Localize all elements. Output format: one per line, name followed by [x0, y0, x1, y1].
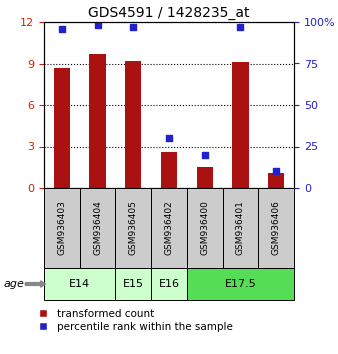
Bar [125, 61, 141, 188]
Bar [258, 188, 294, 268]
Point [59, 26, 65, 32]
Point [238, 24, 243, 30]
Bar [115, 268, 151, 300]
Text: GSM936402: GSM936402 [165, 201, 173, 255]
Bar [44, 268, 115, 300]
Text: GDS4591 / 1428235_at: GDS4591 / 1428235_at [88, 6, 250, 20]
Bar [197, 167, 213, 188]
Bar [44, 188, 80, 268]
Point [130, 24, 136, 30]
Bar [151, 188, 187, 268]
Bar [80, 188, 115, 268]
Point [273, 169, 279, 174]
Bar [151, 268, 187, 300]
Bar [115, 188, 151, 268]
Legend: transformed count, percentile rank within the sample: transformed count, percentile rank withi… [32, 309, 233, 332]
Point [166, 135, 172, 141]
Bar [187, 188, 223, 268]
Text: E16: E16 [159, 279, 179, 289]
Text: E17.5: E17.5 [224, 279, 256, 289]
Text: age: age [3, 279, 24, 289]
Bar [161, 152, 177, 188]
Text: GSM936405: GSM936405 [129, 201, 138, 256]
Text: GSM936403: GSM936403 [57, 201, 66, 256]
Text: GSM936400: GSM936400 [200, 201, 209, 256]
Text: E15: E15 [123, 279, 144, 289]
Bar [223, 188, 258, 268]
Text: GSM936401: GSM936401 [236, 201, 245, 256]
Bar [90, 54, 105, 188]
Text: E14: E14 [69, 279, 90, 289]
Text: GSM936404: GSM936404 [93, 201, 102, 255]
Bar [187, 268, 294, 300]
Point [95, 23, 100, 28]
Bar [54, 68, 70, 188]
Point [202, 152, 208, 158]
Bar [268, 173, 284, 188]
Text: GSM936406: GSM936406 [272, 201, 281, 256]
Bar [233, 62, 248, 188]
